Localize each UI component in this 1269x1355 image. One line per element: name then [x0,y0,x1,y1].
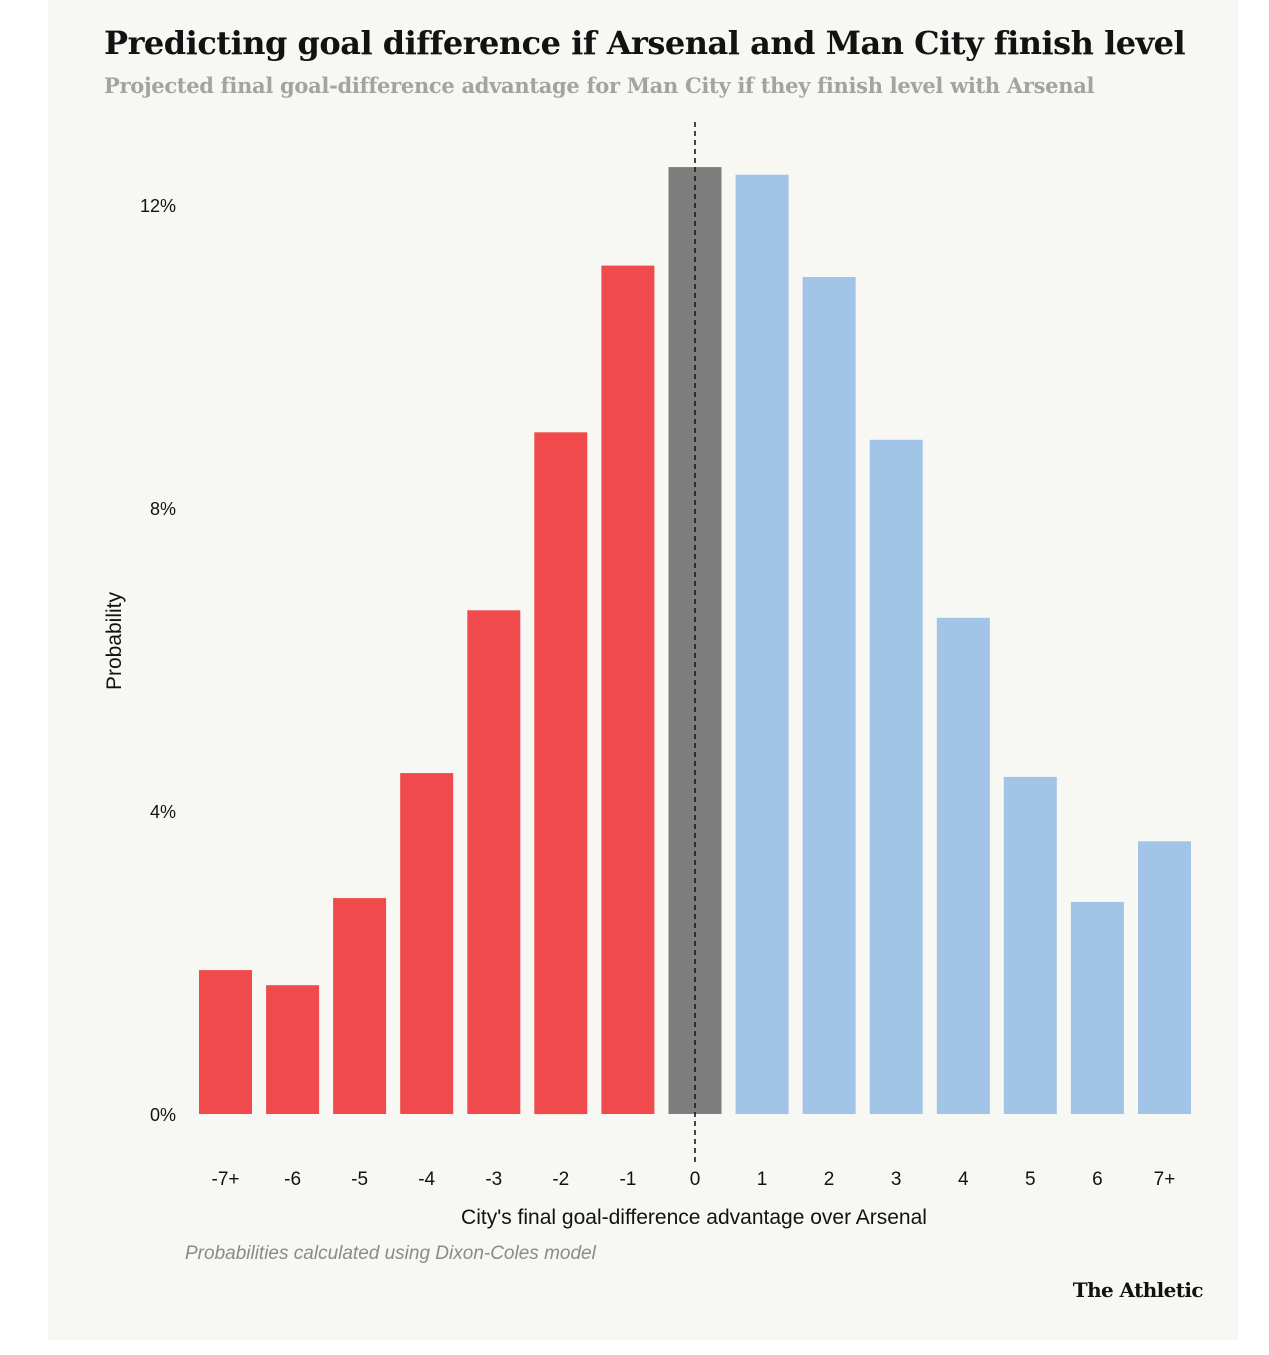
bar--6 [266,985,320,1114]
bar--1 [601,265,655,1115]
bars-group [199,167,1191,1115]
x-tick-label: -7+ [212,1169,240,1190]
x-tick-label: -1 [619,1169,636,1190]
x-tick-label: 0 [690,1169,701,1190]
y-tick-label: 12% [140,196,176,216]
bar--5 [333,898,387,1114]
x-tick-label: 7+ [1154,1169,1176,1190]
bar--4 [400,773,454,1114]
bar-2 [802,277,856,1114]
brand-logo: The Athletic [1072,1278,1204,1302]
x-tick-label: 6 [1092,1169,1103,1190]
x-tick-label: -4 [418,1169,435,1190]
x-tick-label: -3 [485,1169,502,1190]
x-tick-label: 4 [958,1169,969,1190]
x-tick-label: -6 [284,1169,301,1190]
x-tick-label: 1 [757,1169,768,1190]
x-tick-label: 2 [824,1169,835,1190]
x-axis-label: City's final goal-difference advantage o… [461,1206,927,1229]
footnote: Probabilities calculated using Dixon-Col… [185,1243,596,1264]
bar-4 [936,617,990,1114]
bar--3 [467,610,521,1114]
y-tick-label: 8% [150,499,176,519]
x-tick-label: -5 [351,1169,368,1190]
bar-5 [1003,776,1057,1114]
y-tick-labels: 0% 4% 8% 12% [140,196,176,1125]
y-axis-label: Probability [103,591,126,690]
bar-6 [1070,901,1124,1114]
x-tick-label: 3 [891,1169,902,1190]
chart-title: Predicting goal difference if Arsenal an… [104,24,1186,62]
x-tick-label: 5 [1025,1169,1036,1190]
bar-7+ [1138,841,1191,1114]
y-tick-label: 0% [150,1105,176,1125]
bar--2 [534,432,588,1115]
x-tick-label: -2 [552,1169,569,1190]
bar--7+ [199,970,252,1114]
bar-3 [869,439,923,1114]
bar-1 [735,174,789,1114]
x-tick-labels: -7+ -6 -5 -4 -3 -2 -1 0 1 2 3 4 5 6 7+ [212,1169,1176,1190]
chart-subtitle: Projected final goal-difference advantag… [104,73,1095,98]
y-tick-label: 4% [150,802,176,822]
